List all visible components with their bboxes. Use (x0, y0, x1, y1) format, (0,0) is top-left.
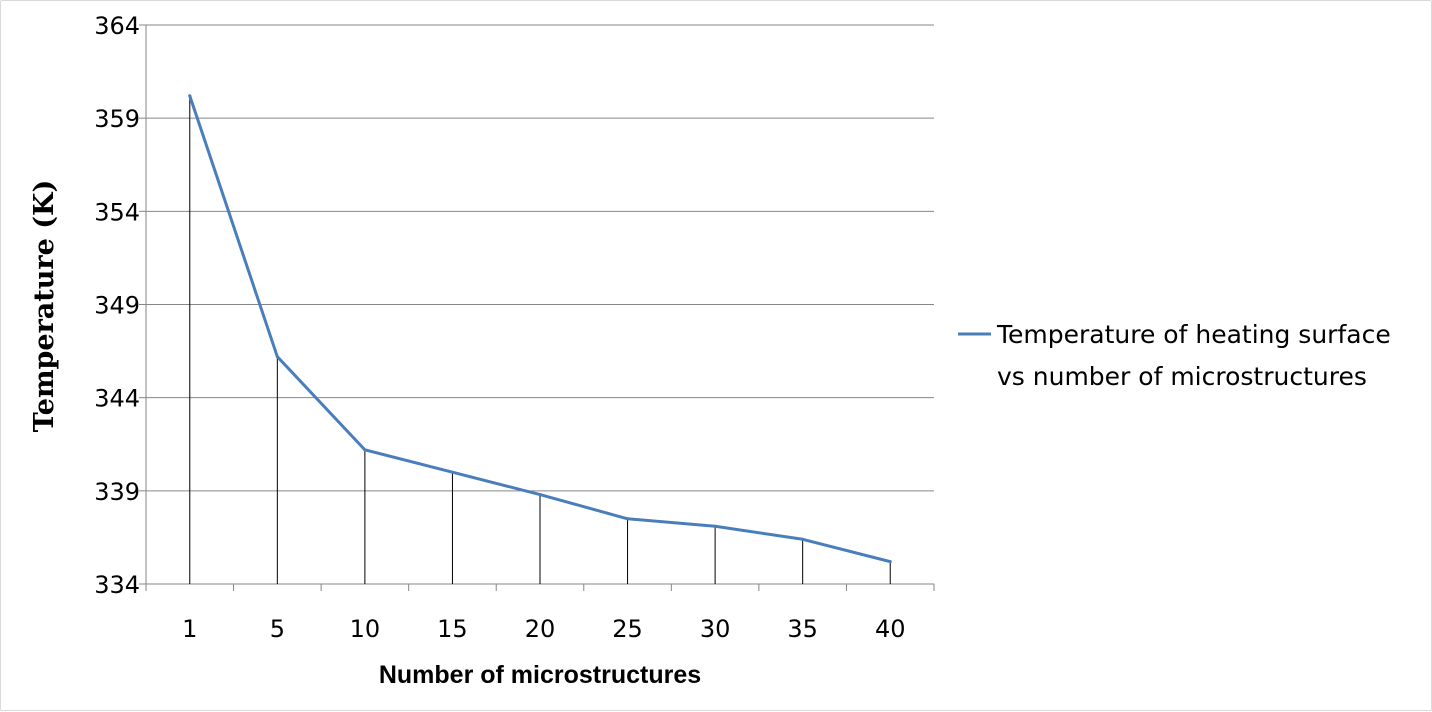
x-tick-label: 1 (182, 615, 197, 643)
x-tick-label: 15 (437, 615, 468, 643)
data-point (888, 560, 892, 564)
y-tick-label: 339 (94, 478, 140, 506)
legend-label-line: vs number of microstructures (997, 362, 1367, 391)
legend-label-line: Temperature of heating surface (996, 320, 1391, 349)
y-tick-label: 344 (94, 385, 140, 413)
data-point (626, 517, 630, 521)
data-point (188, 94, 192, 98)
x-tick-label: 30 (700, 615, 731, 643)
y-tick-label: 364 (94, 12, 140, 40)
data-point (275, 355, 279, 359)
x-axis-title: Number of microstructures (379, 661, 701, 689)
data-point (538, 493, 542, 497)
series-line (188, 94, 892, 564)
series-lines (188, 94, 892, 564)
y-tick-label: 349 (94, 292, 140, 320)
y-tick-label: 359 (94, 105, 140, 133)
legend: Temperature of heating surface vs number … (958, 320, 1391, 391)
y-tick-label: 354 (94, 198, 140, 226)
data-point (713, 524, 717, 528)
x-tick-label: 35 (787, 615, 818, 643)
y-tick-label: 334 (94, 571, 140, 599)
x-tick-label: 20 (525, 615, 556, 643)
x-tick-label: 40 (875, 615, 906, 643)
x-tick-label: 10 (350, 615, 381, 643)
data-point (450, 470, 454, 474)
x-tick-label: 5 (270, 615, 285, 643)
x-tick-labels: 1 5 10 15 20 25 30 35 40 (182, 615, 905, 643)
legend-label: Temperature of heating surface vs number … (996, 320, 1391, 391)
drop-lines (189, 95, 891, 584)
gridlines (146, 24, 934, 492)
data-point (363, 448, 367, 452)
axes (139, 24, 935, 591)
x-tick-label: 25 (612, 615, 643, 643)
data-point (801, 537, 805, 541)
y-axis-title: Temperature (K) (29, 180, 60, 432)
y-tick-labels: 334 339 344 349 354 359 364 (94, 12, 140, 599)
